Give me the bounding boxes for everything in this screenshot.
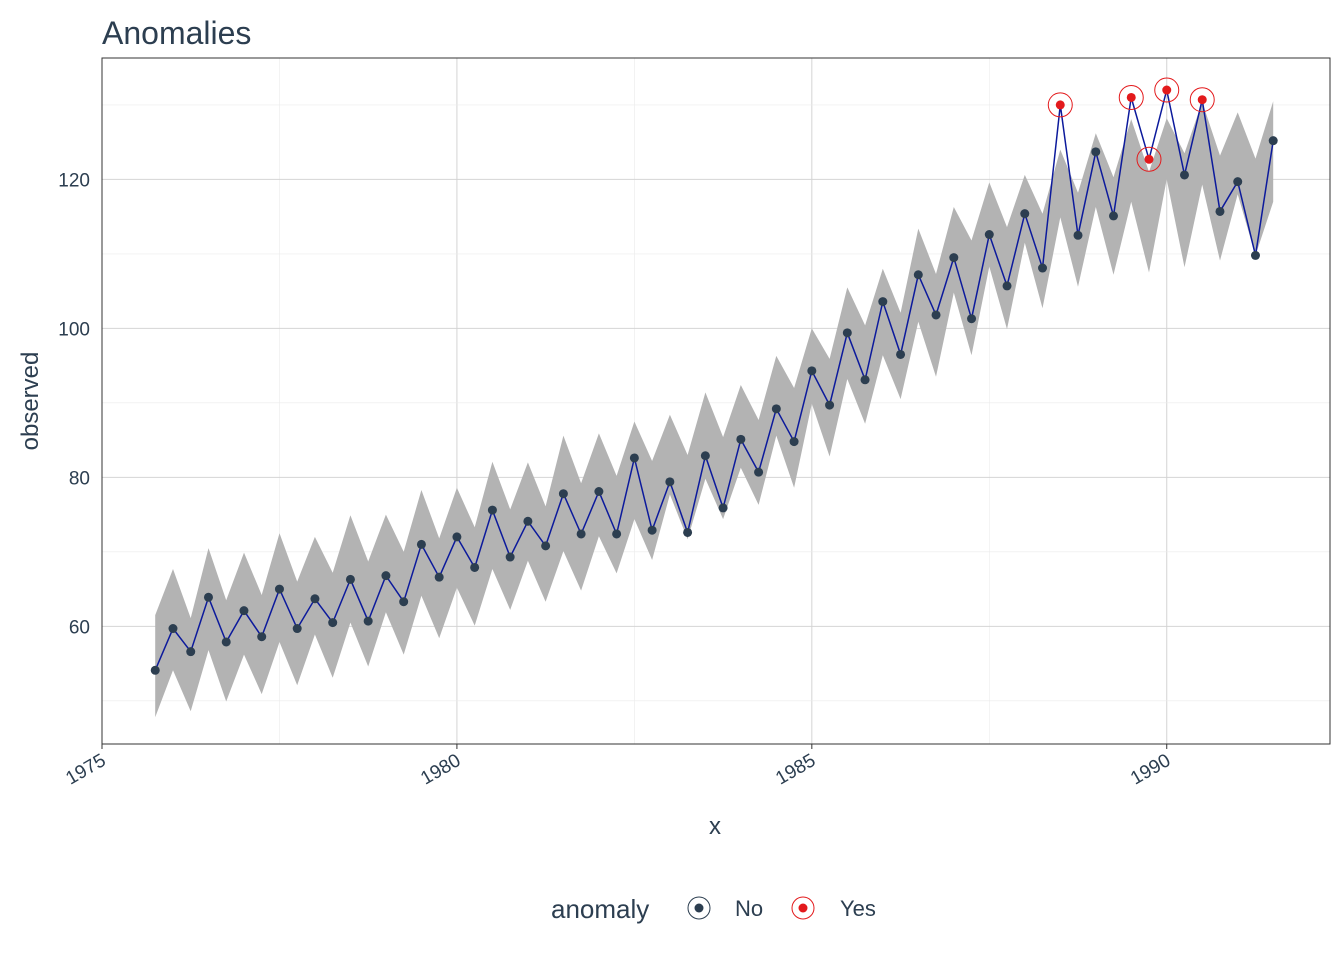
y-tick-label: 120 <box>58 170 90 191</box>
data-point <box>736 434 746 444</box>
confidence-band-layer <box>155 101 1274 718</box>
data-point <box>345 574 355 584</box>
data-point <box>807 366 817 376</box>
data-point <box>434 572 444 582</box>
data-point <box>1215 206 1225 216</box>
data-point <box>896 349 906 359</box>
data-point <box>381 571 391 581</box>
observed-line-layer <box>154 89 1274 671</box>
panel-border <box>101 57 1331 745</box>
data-point <box>328 618 338 628</box>
data-point <box>203 592 213 602</box>
data-point <box>612 529 622 539</box>
data-point <box>1109 211 1119 221</box>
legend-key-yes-ring <box>791 896 815 920</box>
legend-item-yes: Yes <box>791 896 876 921</box>
data-point <box>665 477 675 487</box>
data-point <box>984 230 994 240</box>
anomaly-point <box>1162 85 1172 95</box>
points-layer <box>150 77 1278 675</box>
data-point <box>1250 250 1260 260</box>
data-point <box>399 597 409 607</box>
data-point <box>718 503 728 513</box>
confidence-band <box>155 101 1274 718</box>
data-point <box>1268 136 1278 146</box>
data-point <box>629 453 639 463</box>
data-point <box>541 541 551 551</box>
y-tick-label: 80 <box>69 468 90 489</box>
data-point <box>274 584 284 594</box>
data-point <box>913 270 923 280</box>
y-tick-label: 100 <box>58 319 90 340</box>
legend-key-no-dot <box>694 903 704 913</box>
data-point <box>771 404 781 414</box>
legend-label-no: No <box>735 896 763 921</box>
anomaly-point <box>1055 100 1065 110</box>
data-point <box>789 437 799 447</box>
legend-key-no-ring <box>687 896 711 920</box>
data-point <box>310 594 320 604</box>
data-point <box>1179 170 1189 180</box>
legend-title: anomaly <box>551 894 649 924</box>
data-point <box>239 606 249 616</box>
data-point <box>363 616 373 626</box>
data-point <box>825 400 835 410</box>
anomaly-point <box>1197 95 1207 105</box>
anomaly-ring <box>1136 146 1162 172</box>
data-point <box>470 562 480 572</box>
data-point <box>931 310 941 320</box>
data-point <box>842 328 852 338</box>
data-point <box>416 539 426 549</box>
data-point <box>594 486 604 496</box>
data-point <box>576 529 586 539</box>
y-axis-title: observed <box>17 352 44 451</box>
data-point <box>186 647 196 657</box>
data-point <box>221 637 231 647</box>
y-tick-label: 60 <box>69 617 90 638</box>
chart-title: Anomalies <box>102 15 251 51</box>
anomaly-point <box>1144 154 1154 164</box>
data-point <box>1073 230 1083 240</box>
data-point <box>1002 281 1012 291</box>
anomaly-ring <box>1154 77 1180 103</box>
data-point <box>1091 147 1101 157</box>
y-axis-ticks: 60 80 100 120 <box>58 170 90 638</box>
data-point <box>878 297 888 307</box>
observed-line <box>154 89 1274 671</box>
data-point <box>1038 263 1048 273</box>
data-point <box>754 467 764 477</box>
data-point <box>292 624 302 634</box>
legend-label-yes: Yes <box>840 896 876 921</box>
data-point <box>860 375 870 385</box>
legend: anomaly No Yes <box>551 894 876 924</box>
data-point <box>647 525 657 535</box>
anomaly-ring <box>1189 87 1215 113</box>
data-point <box>487 505 497 515</box>
x-axis-title: x <box>709 813 721 840</box>
data-point <box>523 516 533 526</box>
anomaly-ring <box>1047 92 1073 118</box>
data-point <box>700 451 710 461</box>
data-point <box>168 624 178 634</box>
anomaly-point <box>1126 92 1136 102</box>
data-point <box>505 552 515 562</box>
legend-item-no: No <box>687 896 763 921</box>
data-point <box>558 489 568 499</box>
anomaly-ring <box>1118 84 1144 110</box>
data-point <box>683 527 693 537</box>
data-point <box>150 665 160 675</box>
data-point <box>949 253 959 263</box>
data-point <box>1020 209 1030 219</box>
data-point <box>257 632 267 642</box>
data-point <box>1233 177 1243 187</box>
data-point <box>967 314 977 324</box>
data-point <box>452 532 462 542</box>
legend-key-yes-dot <box>798 903 808 913</box>
